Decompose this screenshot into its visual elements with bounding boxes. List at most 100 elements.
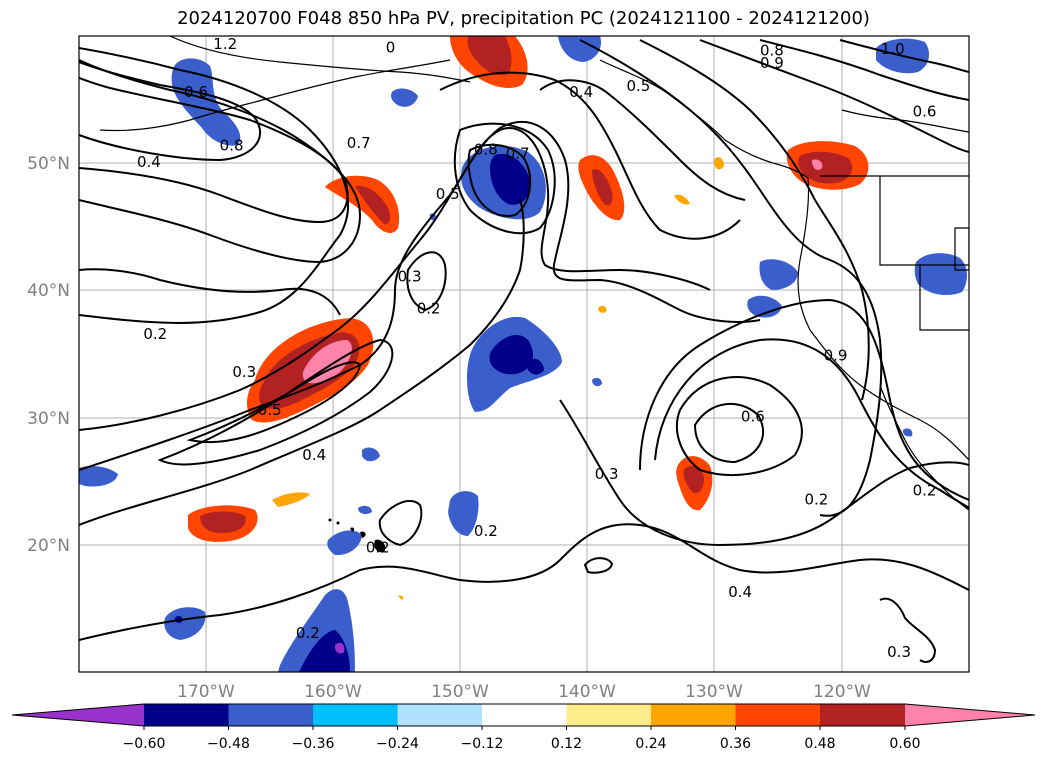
pv-contour-line [79,59,362,264]
contour-label: 0.2 [417,299,441,317]
pv-contour-line [79,523,969,641]
pv-contour-line [157,338,394,466]
island [360,531,366,538]
contour-label-bg [32,650,62,668]
contour-label: 0.3 [35,652,59,670]
pv-contour-line [467,143,532,217]
coastline-alaska-panhandle [599,59,809,179]
contour-label: 0.3 [232,363,256,381]
contour-label: 0.5 [626,77,650,95]
pv-contour-line [79,199,525,526]
longitude-tick-label: 140°W [558,682,616,702]
longitude-axis: 170°W 160°W 150°W 140°W 130°W 120°W [177,682,871,702]
pv-contour-line [186,361,362,444]
colorbar-tick-label: −0.48 [207,736,250,752]
colorbar-tick-label: −0.60 [123,736,166,752]
contour-label: 0.7 [506,144,530,162]
colorbar-tick-label: 0.36 [720,736,751,752]
pv-contour-line [699,39,969,153]
contour-label: 0.9 [824,347,848,365]
map-title: 2024120700 F048 850 hPa PV, precipitatio… [177,8,870,29]
pv-contour-line [639,298,969,501]
contour-label: 1.2 [213,35,237,53]
latitude-tick-label: 20°N [27,536,70,556]
contour-label: 0.2 [913,481,937,499]
colorbar-tick-label: 0.12 [551,736,582,752]
colorbar-tick-label: −0.24 [376,736,419,752]
contour-label: 0.8 [220,137,244,155]
contour-label: 0.2 [474,522,498,540]
colorbar-segment [228,704,313,726]
contour-label: 0.2 [366,539,390,557]
latitude-axis: 20°N 30°N 40°N 50°N [27,154,70,556]
contour-label: 0.6 [184,83,208,101]
pv-contour-line [639,39,870,401]
longitude-tick-label: 130°W [685,682,743,702]
colorbar-segment [313,704,398,726]
contour-label: 0.2 [296,624,320,642]
coastline-us-west [797,177,969,461]
colorbar-tick-label: 0.60 [889,736,920,752]
pv-contour-line [439,71,741,240]
border-state-outline [954,227,969,271]
colorbar-ticks [143,726,906,730]
colorbar-segment [735,704,820,726]
coastlines [99,36,969,511]
pv-contour-line [79,61,261,162]
coastline-baja [879,384,969,511]
contour-label: 0.2 [804,490,828,508]
precip-positive-subtropical [246,318,374,423]
coastline-aleutians [169,36,471,83]
contour-label: 0.4 [569,83,593,101]
longitude-tick-label: 170°W [177,682,235,702]
pv-contour-line [654,338,969,509]
contour-label: 1.0 [881,40,905,58]
precip-negative-main [79,36,968,672]
contour-label: 0.4 [137,153,161,171]
precip-positive-small [188,157,724,600]
latitude-tick-label: 50°N [27,154,70,174]
contour-label: 0.4 [302,446,326,464]
pv-contour-line [693,402,764,464]
contour-label: 0.3 [398,268,422,286]
colorbar-tick-label: −0.36 [292,736,335,752]
colorbar-segment [397,704,482,726]
contour-label: 0 [386,39,396,57]
contour-label: 0.2 [143,325,167,343]
contour-label: 0.3 [595,465,619,483]
colorbar-segment [651,704,736,726]
island [336,521,340,525]
colorbar-extend-low [12,704,144,726]
longitude-tick-label: 120°W [813,682,871,702]
pv-contours [79,39,969,663]
contour-label: 0.9 [760,54,784,72]
colorbar-segment [566,704,651,726]
border-us-states [879,176,969,266]
longitude-tick-label: 150°W [431,682,489,702]
colorbar-segment [482,704,567,726]
hawaii-islands [328,518,386,553]
longitude-tick-label: 160°W [304,682,362,702]
pv-contour-line [79,77,349,224]
contour-label: 0.4 [728,583,752,601]
pv-contour-line [79,268,341,316]
pv-contour-line [839,39,969,73]
colorbar-tick-label: 0.24 [635,736,666,752]
map-frame [78,35,970,673]
island [350,527,355,532]
contour-label: 0.6 [913,102,937,120]
contour-label: 0.3 [887,643,911,661]
pv-contour-line [453,122,556,235]
pv-contour-line [378,500,423,547]
colorbar-tick-label: −0.12 [461,736,504,752]
precip-negative-core [500,158,544,375]
contour-label: 0.8 [760,41,784,59]
pv-contour-line [539,79,746,201]
colorbar-tick-label: 0.48 [804,736,835,752]
coastline-aleutian-chain [99,59,451,132]
contour-label: 0.8 [474,140,498,158]
latitude-tick-label: 40°N [27,281,70,301]
colorbar-segment [144,704,229,726]
contour-label: 0.7 [347,134,371,152]
